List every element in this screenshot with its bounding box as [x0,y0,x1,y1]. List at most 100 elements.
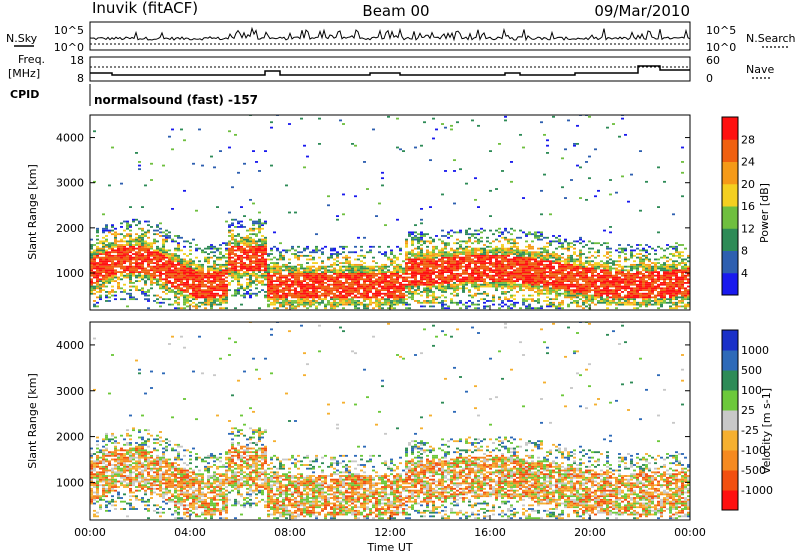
power-cell [402,267,405,270]
power-cell [555,269,558,272]
power-cell [435,235,438,237]
power-cell [603,298,606,301]
nave-tick-bottom: 0 [706,72,713,85]
power-cell [375,283,378,286]
power-cell [438,251,441,254]
power-cell [219,300,222,302]
power-cell [213,272,216,275]
power-cell [429,278,432,281]
power-cell [393,283,396,286]
power-cell [504,115,507,118]
power-cell [192,296,195,299]
power-cell [561,271,564,273]
power-cell [387,271,390,273]
power-cell [243,244,246,246]
power-cell [366,267,369,270]
power-cell [333,292,336,295]
power-cell [483,265,486,268]
power-cell [159,272,162,275]
power-cell [579,253,582,255]
power-cell [381,269,384,272]
power-cell [378,276,381,279]
power-cell [138,254,141,257]
power-cell [96,267,99,270]
power-cell [516,278,519,281]
power-cell [174,285,177,288]
power-cell [159,285,162,288]
power-cell [558,283,561,286]
power-cell [357,276,360,279]
power-cell [138,242,141,245]
power-cell [429,263,432,266]
power-cell [162,278,165,281]
power-cell [591,247,594,250]
power-cell [195,280,198,283]
power-cell [246,271,249,273]
power-cell [267,276,270,279]
power-cell [300,285,303,288]
power-cell [126,265,129,268]
power-cell [225,294,228,297]
power-cell [606,269,609,272]
power-cell [339,119,342,122]
power-cell [351,292,354,295]
power-cell [168,274,171,277]
power-cell [129,282,132,284]
power-cell [264,269,267,272]
power-cell [471,262,474,264]
power-cell [216,280,219,283]
power-cell [366,285,369,288]
power-cell [147,245,150,248]
power-cell [558,285,561,288]
power-cell [381,263,384,266]
power-cell [129,256,132,259]
power-cell [573,263,576,266]
power-cell [111,278,114,281]
power-cell [576,254,579,257]
power-cell [465,247,468,250]
power-cell [318,282,321,284]
power-cell [579,289,582,292]
power-cell [627,269,630,272]
power-cell [147,254,150,257]
power-cell [90,263,93,266]
power-cell [138,272,141,275]
power-cell [348,272,351,275]
power-cell [480,262,483,264]
power-cell [252,253,255,255]
power-cell [414,253,417,255]
power-cell [336,276,339,279]
power-cell [462,285,465,288]
power-cell [438,301,441,304]
power-cell [576,294,579,297]
power-cell [225,253,228,255]
power-cell [93,271,96,273]
power-cell [537,291,540,293]
power-cell [285,283,288,286]
power-cell [459,253,462,255]
power-cell [393,269,396,272]
power-cell [612,285,615,288]
power-cell [201,271,204,273]
power-cell [150,254,153,257]
power-cell [108,253,111,255]
power-cell [594,265,597,268]
power-cell [465,267,468,270]
power-cell [147,265,150,268]
power-cell [255,233,258,236]
power-cell [366,251,369,254]
power-cell [585,301,588,304]
power-cell [525,285,528,288]
power-cell [231,222,234,225]
power-cell [300,301,303,304]
power-cell [318,285,321,288]
power-cell [321,282,324,284]
power-cell [147,220,150,223]
power-cell [471,276,474,279]
power-cell [462,271,465,273]
power-cell [123,267,126,270]
power-cell [552,280,555,283]
power-cell [594,278,597,281]
power-cell [303,305,306,308]
power-cell [603,287,606,290]
